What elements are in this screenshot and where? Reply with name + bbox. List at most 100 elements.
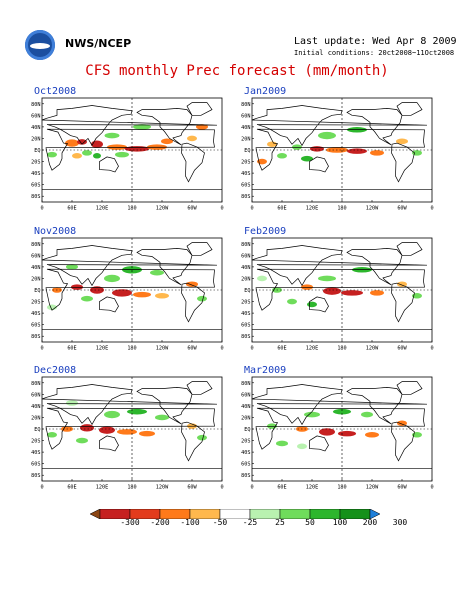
lat-label: EQ xyxy=(244,427,250,433)
coastline xyxy=(181,282,205,323)
lon-label: 60W xyxy=(187,346,197,352)
lat-label: 80S xyxy=(241,334,250,340)
coastline xyxy=(99,296,119,313)
lat-label: 20S xyxy=(31,439,40,445)
panel-title: Dec2008 xyxy=(34,365,77,376)
precip-anomaly xyxy=(76,437,88,444)
lon-label: 120E xyxy=(96,206,109,212)
lat-label: 60N xyxy=(241,392,250,398)
colorbar-label: -200 xyxy=(150,518,170,527)
lat-label: 60S xyxy=(241,462,250,468)
precip-anomaly xyxy=(310,146,324,152)
precip-anomaly xyxy=(99,426,115,434)
lon-label: 0 xyxy=(250,206,253,212)
colorbar-label: 300 xyxy=(392,518,408,527)
lon-label: 180 xyxy=(127,346,136,352)
lat-label: 80N xyxy=(241,381,250,387)
colorbar-label: 200 xyxy=(362,518,378,527)
lon-label: 0 xyxy=(250,485,253,491)
lat-label: 80N xyxy=(241,102,250,108)
coastline xyxy=(255,268,425,311)
lat-label: 40N xyxy=(31,404,40,410)
precip-anomaly xyxy=(66,400,78,406)
precip-anomaly xyxy=(66,264,78,270)
lon-label: 60E xyxy=(277,206,286,212)
coastline xyxy=(41,105,218,147)
initial-conditions-text: Initial conditions: 20ct2008~11Oct2008 xyxy=(294,49,455,57)
coastline xyxy=(251,245,428,287)
coastline xyxy=(391,142,415,183)
precip-anomaly xyxy=(307,301,317,308)
lat-label: 40S xyxy=(241,450,250,456)
coastline xyxy=(391,421,415,462)
precip-anomaly xyxy=(104,410,120,419)
precip-anomaly xyxy=(72,153,82,159)
lon-label: 180 xyxy=(337,346,346,352)
colorbar-label: -100 xyxy=(180,518,200,527)
precip-anomaly xyxy=(104,274,120,283)
precip-anomaly xyxy=(412,150,422,156)
precip-anomaly xyxy=(155,293,169,299)
coastline xyxy=(181,421,205,462)
precip-anomaly xyxy=(47,304,57,311)
precip-anomaly xyxy=(304,411,320,418)
precip-anomaly xyxy=(301,284,313,290)
lat-label: 60S xyxy=(241,183,250,189)
lat-label: 80N xyxy=(31,102,40,108)
precip-anomaly xyxy=(338,430,356,437)
lon-label: 180 xyxy=(337,485,346,491)
lat-label: 20S xyxy=(241,439,250,445)
lat-label: 60S xyxy=(31,323,40,329)
colorbar-label: 25 xyxy=(275,518,285,527)
precip-anomaly xyxy=(396,138,408,145)
coastline xyxy=(251,384,428,426)
lat-label: 40S xyxy=(241,311,250,317)
precip-anomaly xyxy=(333,408,351,415)
lon-label: 60W xyxy=(187,485,197,491)
forecast-panel-dec2008: 80N 60N 40N 20N EQ 20S 40S 60S 80S 0 60E 120E 180 120… xyxy=(30,365,226,495)
lat-label: EQ xyxy=(34,288,40,294)
precip-anomaly xyxy=(133,291,151,298)
precip-anomaly xyxy=(127,408,147,415)
lat-label: 20N xyxy=(31,415,40,421)
lat-label: 20N xyxy=(241,415,250,421)
coastline xyxy=(45,407,215,450)
lat-label: 40N xyxy=(241,265,250,271)
precip-anomaly xyxy=(139,430,155,437)
forecast-panel-mar2009: 80N 60N 40N 20N EQ 20S 40S 60S 80S 0 60E 120E 180 120… xyxy=(240,365,436,495)
lat-label: 40S xyxy=(241,171,250,177)
lat-label: 80S xyxy=(241,194,250,200)
lon-label: 120E xyxy=(96,346,109,352)
lat-label: 20N xyxy=(241,276,250,282)
coastline xyxy=(396,242,423,256)
lon-label: 0 xyxy=(220,206,223,212)
last-update-text: Last update: Wed Apr 8 2009 xyxy=(294,36,457,47)
lon-label: 60E xyxy=(67,346,76,352)
lat-label: 40S xyxy=(31,450,40,456)
precip-anomaly xyxy=(104,132,120,139)
lat-label: 20S xyxy=(241,160,250,166)
lon-label: 120E xyxy=(306,206,319,212)
coastline xyxy=(99,156,119,173)
lon-label: 120W xyxy=(156,346,169,352)
lon-label: 60E xyxy=(67,206,76,212)
precip-anomaly xyxy=(155,414,169,421)
lon-label: 60E xyxy=(67,485,76,491)
precip-anomaly xyxy=(277,153,287,159)
lon-label: 180 xyxy=(337,206,346,212)
lat-label: 20N xyxy=(31,276,40,282)
precip-anomaly xyxy=(93,153,101,159)
lat-label: 40N xyxy=(241,404,250,410)
colorbar-label: -50 xyxy=(212,518,228,527)
lat-label: 60S xyxy=(31,462,40,468)
colorbar-label: -25 xyxy=(242,518,258,527)
lon-label: 120E xyxy=(96,485,109,491)
lat-label: 40S xyxy=(31,311,40,317)
precip-anomaly xyxy=(341,290,363,296)
precip-anomaly xyxy=(197,295,207,302)
lat-label: 20N xyxy=(31,136,40,142)
coastline xyxy=(41,384,218,426)
lat-label: EQ xyxy=(34,427,40,433)
panel-title: Feb2009 xyxy=(244,226,287,237)
